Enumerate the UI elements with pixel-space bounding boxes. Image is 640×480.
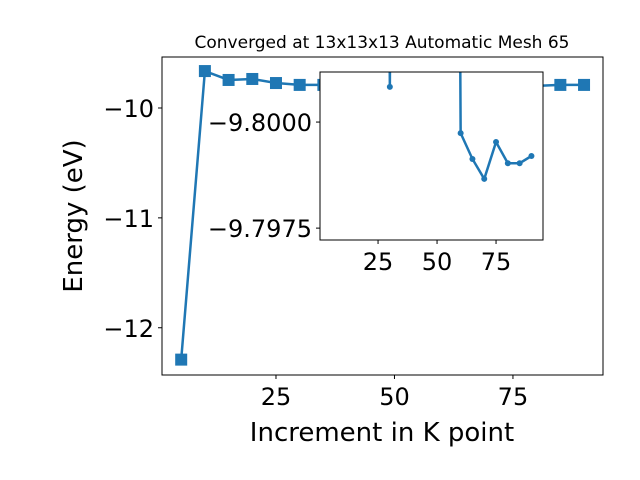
x-tick-label: 50 [422, 248, 453, 276]
axes-frame [161, 56, 604, 376]
y-tick-label: −12 [103, 315, 154, 343]
marker [504, 160, 511, 167]
marker [222, 73, 235, 86]
marker [175, 353, 188, 366]
axes-frame [319, 71, 544, 241]
y-tick-label: −9.7975 [208, 215, 312, 243]
x-axis-label: Increment in K point [250, 418, 514, 448]
marker [516, 160, 523, 167]
y-tick-label: −11 [103, 205, 154, 233]
y-tick-label: −10 [103, 95, 154, 123]
x-tick-label: 75 [498, 383, 529, 411]
marker [554, 78, 567, 91]
marker [198, 65, 211, 78]
marker [493, 139, 500, 145]
x-tick-label: 75 [481, 248, 512, 276]
marker [578, 78, 591, 91]
y-tick-label: −9.8000 [208, 109, 312, 137]
plot-group [386, 72, 535, 182]
marker [386, 83, 393, 90]
marker [269, 77, 282, 90]
marker [469, 155, 476, 162]
x-tick-label: 25 [363, 248, 394, 276]
plot-area [320, 72, 543, 240]
marker [293, 78, 306, 91]
marker [481, 175, 488, 182]
marker [457, 130, 464, 137]
x-tick-label: 50 [379, 383, 410, 411]
chart-title: Converged at 13x13x13 Automatic Mesh 65 [195, 33, 570, 53]
marker [528, 153, 535, 159]
y-axis-label: Energy (eV) [59, 139, 89, 292]
x-tick-label: 25 [261, 383, 292, 411]
marker [246, 72, 259, 85]
